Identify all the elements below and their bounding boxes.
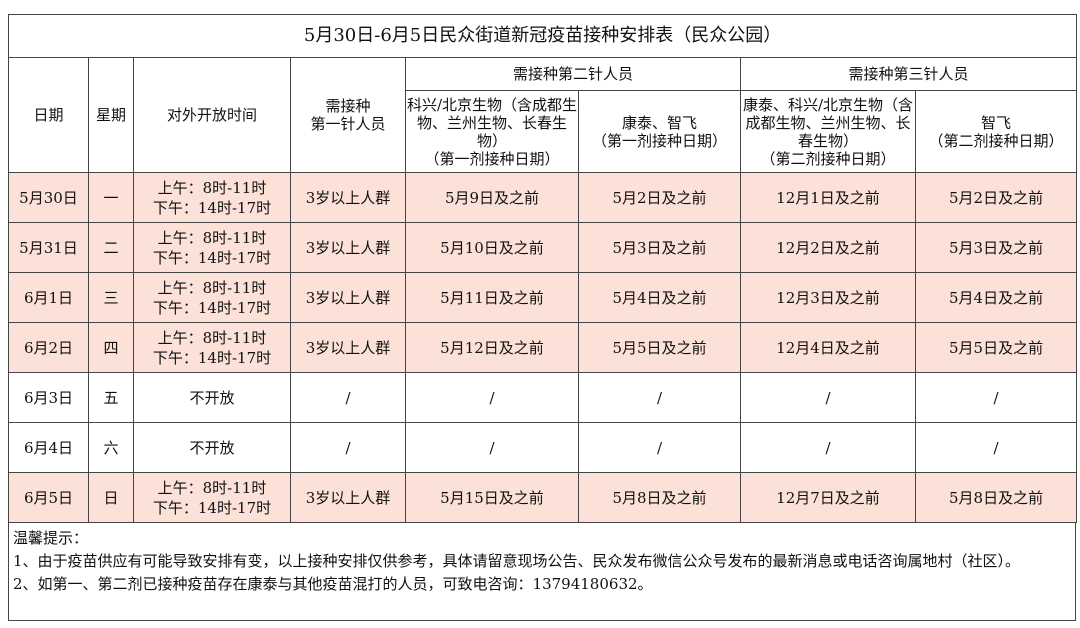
header-first-dose: 需接种 第一针人员	[290, 57, 406, 173]
cell-second-b: 5月2日及之前	[578, 172, 741, 223]
cell-date: 6月5日	[8, 472, 89, 523]
header-third-a: 康泰、科兴/北京生物（含成都生物、兰州生物、长春生物） （第二剂接种日期）	[740, 90, 916, 173]
header-weekday: 星期	[88, 57, 134, 173]
cell-second-a: 5月11日及之前	[405, 272, 579, 323]
cell-hours: 上午：8时-11时 下午：14时-17时	[133, 172, 291, 223]
cell-hours: 不开放	[133, 422, 291, 473]
table-row: 6月4日六不开放 / / / / /	[8, 422, 1078, 473]
cell-third-b: 5月8日及之前	[914, 472, 1078, 523]
cell-second-b: 5月5日及之前	[578, 322, 741, 373]
table-row: 6月2日四上午：8时-11时 下午：14时-17时 3岁以上人群 5月12日及之前 5月…	[8, 322, 1078, 373]
table-row: 5月30日一上午：8时-11时 下午：14时-17时 3岁以上人群 5月9日及之前 5月…	[8, 172, 1078, 223]
cell-third-b: 5月4日及之前	[914, 272, 1078, 323]
cell-third-a: 12月2日及之前	[740, 222, 916, 273]
cell-weekday: 一	[88, 172, 134, 223]
cell-weekday: 四	[88, 322, 134, 373]
cell-first-dose: 3岁以上人群	[290, 222, 406, 273]
cell-weekday: 三	[88, 272, 134, 323]
pm-hours: 下午：14时-17时	[152, 248, 272, 267]
cell-third-a: /	[740, 422, 916, 473]
cell-date: 6月3日	[8, 372, 89, 423]
am-hours: 上午：8时-11时	[157, 278, 267, 297]
schedule-table: 5月30日-6月5日民众街道新冠疫苗接种安排表（民众公园） 日期 星期 对外开放…	[7, 14, 1078, 523]
am-hours: 上午：8时-11时	[157, 328, 267, 347]
am-hours: 上午：8时-11时	[157, 228, 267, 247]
header-second-dose-group: 需接种第二针人员	[405, 57, 741, 91]
pm-hours: 下午：14时-17时	[152, 298, 272, 317]
cell-third-a: 12月4日及之前	[740, 322, 916, 373]
note-item: 1、由于疫苗供应有可能导致安排有变，以上接种安排仅供参考，具体请留意现场公告、民…	[13, 552, 1021, 570]
cell-second-a: 5月9日及之前	[405, 172, 579, 223]
notes: 温馨提示： 1、由于疫苗供应有可能导致安排有变，以上接种安排仅供参考，具体请留意…	[8, 523, 1076, 621]
cell-third-b: 5月2日及之前	[914, 172, 1078, 223]
cell-second-a: 5月12日及之前	[405, 322, 579, 373]
cell-date: 6月1日	[8, 272, 89, 323]
cell-second-b: 5月3日及之前	[578, 222, 741, 273]
table-row: 6月3日五不开放 / / / / /	[8, 372, 1078, 423]
notes-heading: 温馨提示：	[13, 529, 89, 547]
cell-weekday: 五	[88, 372, 134, 423]
cell-second-b: 5月4日及之前	[578, 272, 741, 323]
cell-first-dose: 3岁以上人群	[290, 322, 406, 373]
cell-first-dose: 3岁以上人群	[290, 272, 406, 323]
header-second-a: 科兴/北京生物（含成都生物、兰州生物、长春生物） （第一剂接种日期）	[405, 90, 579, 173]
cell-third-b: /	[914, 422, 1078, 473]
cell-first-dose: 3岁以上人群	[290, 472, 406, 523]
cell-weekday: 六	[88, 422, 134, 473]
cell-hours: 上午：8时-11时 下午：14时-17时	[133, 272, 291, 323]
table-row: 6月1日三上午：8时-11时 下午：14时-17时 3岁以上人群 5月11日及之前 5月…	[8, 272, 1078, 323]
cell-third-b: 5月3日及之前	[914, 222, 1078, 273]
pm-hours: 下午：14时-17时	[152, 198, 272, 217]
cell-second-b: /	[578, 372, 741, 423]
cell-hours: 上午：8时-11时 下午：14时-17时	[133, 472, 291, 523]
schedule-document: 5月30日-6月5日民众街道新冠疫苗接种安排表（民众公园） 日期 星期 对外开放…	[7, 14, 1078, 621]
am-hours: 上午：8时-11时	[157, 178, 267, 197]
cell-second-a: /	[405, 422, 579, 473]
cell-date: 6月2日	[8, 322, 89, 373]
cell-first-dose: /	[290, 372, 406, 423]
cell-second-a: 5月15日及之前	[405, 472, 579, 523]
cell-weekday: 日	[88, 472, 134, 523]
cell-second-a: /	[405, 372, 579, 423]
cell-third-a: 12月1日及之前	[740, 172, 916, 223]
table-row: 6月5日日上午：8时-11时 下午：14时-17时 3岁以上人群 5月15日及之前 5月…	[8, 472, 1078, 523]
cell-third-a: /	[740, 372, 916, 423]
header-second-b: 康泰、智飞 （第一剂接种日期）	[578, 90, 741, 173]
cell-third-b: 5月5日及之前	[914, 322, 1078, 373]
cell-second-b: 5月8日及之前	[578, 472, 741, 523]
cell-date: 5月31日	[8, 222, 89, 273]
header-third-dose-group: 需接种第三针人员	[739, 57, 1078, 91]
pm-hours: 下午：14时-17时	[152, 348, 272, 367]
cell-third-a: 12月7日及之前	[740, 472, 916, 523]
cell-third-a: 12月3日及之前	[740, 272, 916, 323]
cell-second-a: 5月10日及之前	[405, 222, 579, 273]
cell-first-dose: /	[290, 422, 406, 473]
am-hours: 上午：8时-11时	[157, 478, 267, 497]
cell-hours: 上午：8时-11时 下午：14时-17时	[133, 322, 291, 373]
header-third-b: 智飞 （第二剂接种日期）	[914, 90, 1078, 173]
cell-first-dose: 3岁以上人群	[290, 172, 406, 223]
cell-third-b: /	[914, 372, 1078, 423]
page-title: 5月30日-6月5日民众街道新冠疫苗接种安排表（民众公园）	[7, 14, 1078, 58]
header-hours: 对外开放时间	[133, 57, 291, 173]
note-item: 2、如第一、第二剂已接种疫苗存在康泰与其他疫苗混打的人员，可致电咨询：13794…	[13, 575, 653, 593]
cell-date: 5月30日	[8, 172, 89, 223]
cell-date: 6月4日	[8, 422, 89, 473]
table-row: 5月31日二上午：8时-11时 下午：14时-17时 3岁以上人群 5月10日及之前 5…	[8, 222, 1078, 273]
cell-second-b: /	[578, 422, 741, 473]
header-date: 日期	[8, 57, 89, 173]
pm-hours: 下午：14时-17时	[152, 498, 272, 517]
cell-hours: 上午：8时-11时 下午：14时-17时	[133, 222, 291, 273]
cell-weekday: 二	[88, 222, 134, 273]
cell-hours: 不开放	[133, 372, 291, 423]
